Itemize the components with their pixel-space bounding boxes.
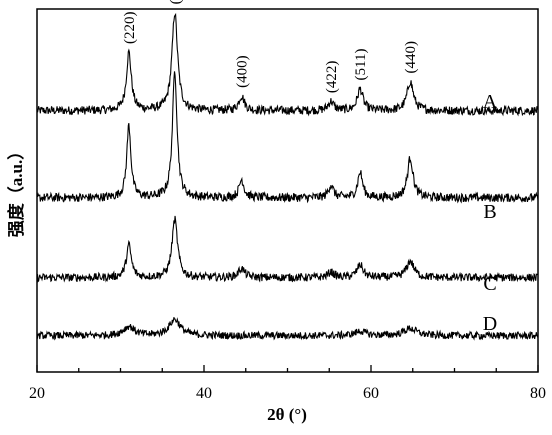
series-label-A: A — [483, 91, 498, 113]
peak-label: (220) — [122, 11, 138, 44]
series-line-D — [37, 317, 538, 339]
series-line-B — [37, 71, 538, 202]
tick-group: 20 40 60 80 — [29, 365, 546, 402]
peak-label: (440) — [403, 41, 419, 74]
peak-label: (422) — [324, 61, 340, 94]
peak-label: (311) — [168, 0, 184, 4]
series-line-A — [37, 15, 538, 115]
series-label-C: C — [483, 273, 496, 295]
y-axis-title: 强度（a.u.） — [6, 143, 26, 237]
series-label-B: B — [483, 201, 496, 223]
peak-label: (511) — [353, 49, 369, 81]
series-line-C — [37, 216, 538, 281]
x-axis-title: 2θ (°) — [267, 405, 307, 424]
x-tick-label: 80 — [530, 385, 546, 402]
series-label-D: D — [483, 313, 497, 335]
label-group: A B CD (220) (311) (400) (422) (511) (440) — [122, 0, 498, 335]
series-group — [37, 15, 538, 340]
x-tick-label: 60 — [363, 385, 379, 402]
plot-frame — [37, 9, 538, 372]
peak-label: (400) — [235, 55, 251, 88]
x-tick-label: 20 — [29, 385, 45, 402]
x-tick-label: 40 — [196, 385, 212, 402]
